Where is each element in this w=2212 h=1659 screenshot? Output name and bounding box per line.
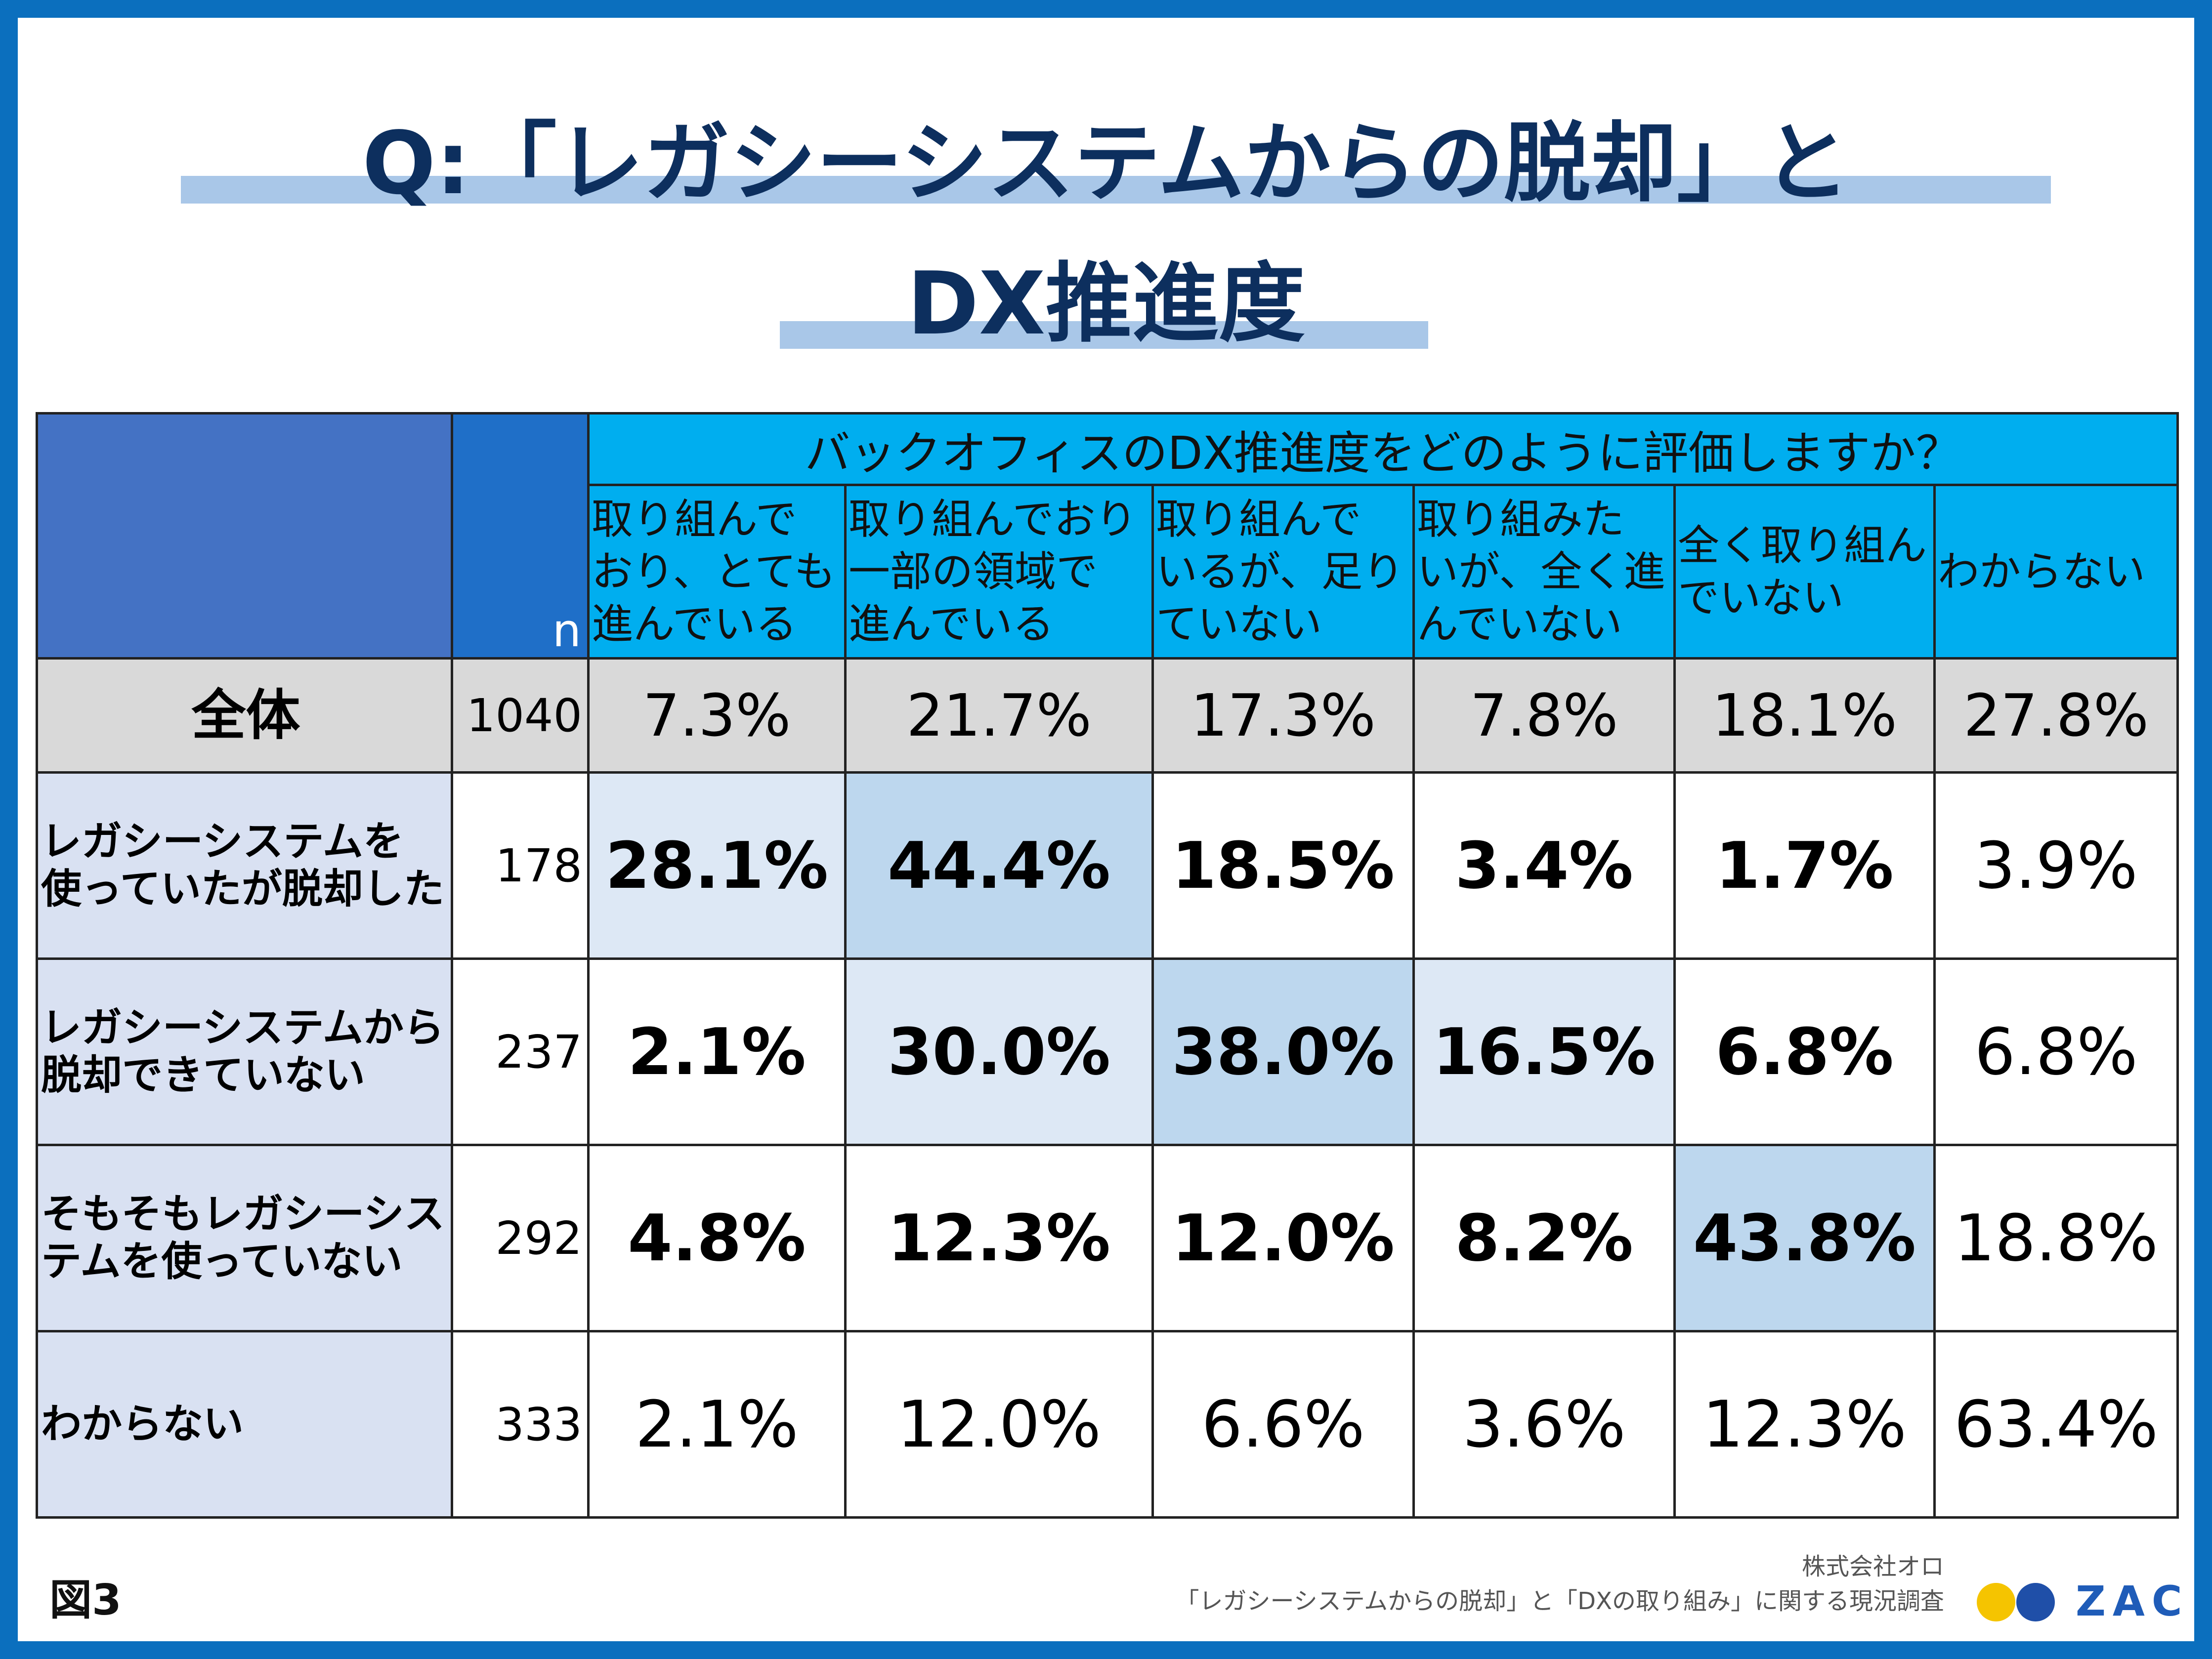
value-cell: 3.4% (1412, 771, 1676, 960)
logo-text: ZAC (2076, 1577, 2189, 1625)
value-cell: 4.8% (587, 1144, 847, 1332)
table-row: レガシーシステムを 使っていたが脱却した 178 28.1% 44.4% 18.5% 3.4… (36, 771, 2179, 960)
row-label: レガシーシステムから 脱却できていない (36, 957, 453, 1146)
slide: Q:「レガシーシステムからの脱却」と DX推進度 n バックオフィスのDX推進度… (18, 18, 2194, 1641)
column-header-line: 取り組みた (1417, 495, 1625, 543)
value-cell: 7.3% (587, 657, 847, 774)
row-label-line: 使っていたが脱却した (41, 866, 444, 912)
row-label: わからない (36, 1330, 453, 1519)
column-header-line: 進んでいる (849, 600, 1054, 648)
row-n-value: 237 (451, 957, 590, 1146)
value-cell: 1.7% (1673, 771, 1936, 960)
question-header: バックオフィスのDX推進度をどのように評価しますか？ (587, 412, 2179, 486)
value-cell: 12.3% (1673, 1330, 1936, 1519)
logo-blue-dot-icon (2016, 1583, 2055, 1621)
column-header-2: 取り組んで いるが、足り ていない (1151, 484, 1415, 660)
value-cell: 21.7% (844, 657, 1154, 774)
title-line-2: DX推進度 (18, 255, 2194, 354)
column-header-line: 取り組んでおり (849, 495, 1137, 543)
row-label-line: 全体 (191, 684, 300, 747)
crosstab-table: n バックオフィスのDX推進度をどのように評価しますか？ 取り組んで おり、とても… (36, 412, 2179, 1519)
row-n-value: 178 (451, 771, 590, 960)
title-highlight-2 (780, 321, 1428, 349)
title-text-2: DX推進度 (907, 254, 1305, 354)
value-cell: 27.8% (1933, 657, 2179, 774)
row-label-line: テムを使っていない (41, 1238, 403, 1285)
column-header-line: んでいない (1417, 600, 1622, 648)
value-cell: 8.2% (1412, 1144, 1676, 1332)
column-header-line: わからない (1938, 547, 2146, 596)
value-cell: 7.8% (1412, 657, 1676, 774)
title-text-1: Q:「レガシーシステムからの脱却」と (362, 114, 1850, 214)
column-header-3: 取り組みた いが、全く進 んでいない (1412, 484, 1676, 660)
row-label: そもそもレガシーシス テムを使っていない (36, 1144, 453, 1332)
value-cell: 17.3% (1151, 657, 1415, 774)
value-cell: 28.1% (587, 771, 847, 960)
value-cell: 2.1% (587, 957, 847, 1146)
row-label-line: わからない (41, 1401, 244, 1448)
column-header-4: 全く取り組ん でいない (1673, 484, 1936, 660)
value-cell: 18.1% (1673, 657, 1936, 774)
value-cell: 44.4% (844, 771, 1154, 960)
value-cell: 30.0% (844, 957, 1154, 1146)
value-cell: 12.3% (844, 1144, 1154, 1332)
value-cell: 63.4% (1933, 1330, 2179, 1519)
value-cell: 43.8% (1673, 1144, 1936, 1332)
value-cell: 6.8% (1933, 957, 2179, 1146)
column-header-line: 一部の領域で (849, 547, 1098, 596)
row-label: 全体 (36, 657, 453, 774)
table-row: レガシーシステムから 脱却できていない 237 2.1% 30.0% 38.0% 16.5%… (36, 957, 2179, 1146)
value-cell: 3.6% (1412, 1330, 1676, 1519)
value-cell: 16.5% (1412, 957, 1676, 1146)
figure-label: 図3 (49, 1576, 122, 1625)
table-body: 全体 1040 7.3% 21.7% 17.3% 7.8% 18.1% 27.8% レガシーシス… (36, 657, 2179, 1519)
column-header-5: わからない (1933, 484, 2179, 660)
table-row: そもそもレガシーシス テムを使っていない 292 4.8% 12.3% 12.0% 8.2%… (36, 1144, 2179, 1332)
source-note: 株式会社オロ 「レガシーシステムからの脱却」と「DXの取り組み」に関する現況調査 (1176, 1549, 1944, 1618)
value-cell: 12.0% (1151, 1144, 1415, 1332)
value-cell: 6.8% (1673, 957, 1936, 1146)
column-header-1: 取り組んでおり 一部の領域で 進んでいる (844, 484, 1154, 660)
logo-yellow-dot-icon (1977, 1583, 2015, 1621)
row-n-value: 1040 (451, 657, 590, 774)
zac-logo: ZAC (1977, 1575, 2184, 1629)
title-line-1: Q:「レガシーシステムからの脱却」と (18, 115, 2194, 213)
value-cell: 38.0% (1151, 957, 1415, 1146)
value-cell: 3.9% (1933, 771, 2179, 960)
value-cell: 18.5% (1151, 771, 1415, 960)
value-cell: 12.0% (844, 1330, 1154, 1519)
table-row: 全体 1040 7.3% 21.7% 17.3% 7.8% 18.1% 27.8% (36, 657, 2179, 774)
row-label-line: レガシーシステムを (41, 818, 404, 865)
source-survey: 「レガシーシステムからの脱却」と「DXの取り組み」に関する現況調査 (1175, 1587, 1944, 1615)
row-label-line: そもそもレガシーシス (41, 1191, 445, 1238)
column-header-line: 取り組んで (1156, 495, 1361, 543)
column-header-0: 取り組んで おり、とても 進んでいる (587, 484, 847, 660)
column-header-line: おり、とても (592, 547, 836, 596)
row-label-line: 脱却できていない (41, 1052, 366, 1099)
column-header-line: でいない (1678, 574, 1844, 622)
source-company: 株式会社オロ (1801, 1553, 1944, 1580)
column-header-line: いが、全く進 (1417, 547, 1665, 596)
row-label: レガシーシステムを 使っていたが脱却した (36, 771, 453, 960)
column-header-line: 取り組んで (592, 495, 797, 543)
title-highlight-1 (181, 176, 2051, 204)
category-header-row: 取り組んで おり、とても 進んでいる 取り組んでおり 一部の領域で 進んでいる 取り組んでい… (37, 484, 2179, 660)
row-n-value: 292 (451, 1144, 590, 1332)
value-cell: 2.1% (587, 1330, 847, 1519)
column-header-line: 全く取り組ん (1678, 521, 1927, 570)
header-blank-cell (36, 412, 453, 660)
column-header-line: 進んでいる (592, 600, 797, 648)
value-cell: 6.6% (1151, 1330, 1415, 1519)
header-n: n (451, 412, 590, 660)
column-header-line: ていない (1156, 600, 1322, 648)
table-row: わからない 333 2.1% 12.0% 6.6% 3.6% 12.3% 63.4% (36, 1330, 2179, 1519)
row-label-line: レガシーシステムから (41, 1004, 444, 1051)
value-cell: 18.8% (1933, 1144, 2179, 1332)
column-header-line: いるが、足り (1156, 547, 1404, 596)
row-n-value: 333 (451, 1330, 590, 1519)
